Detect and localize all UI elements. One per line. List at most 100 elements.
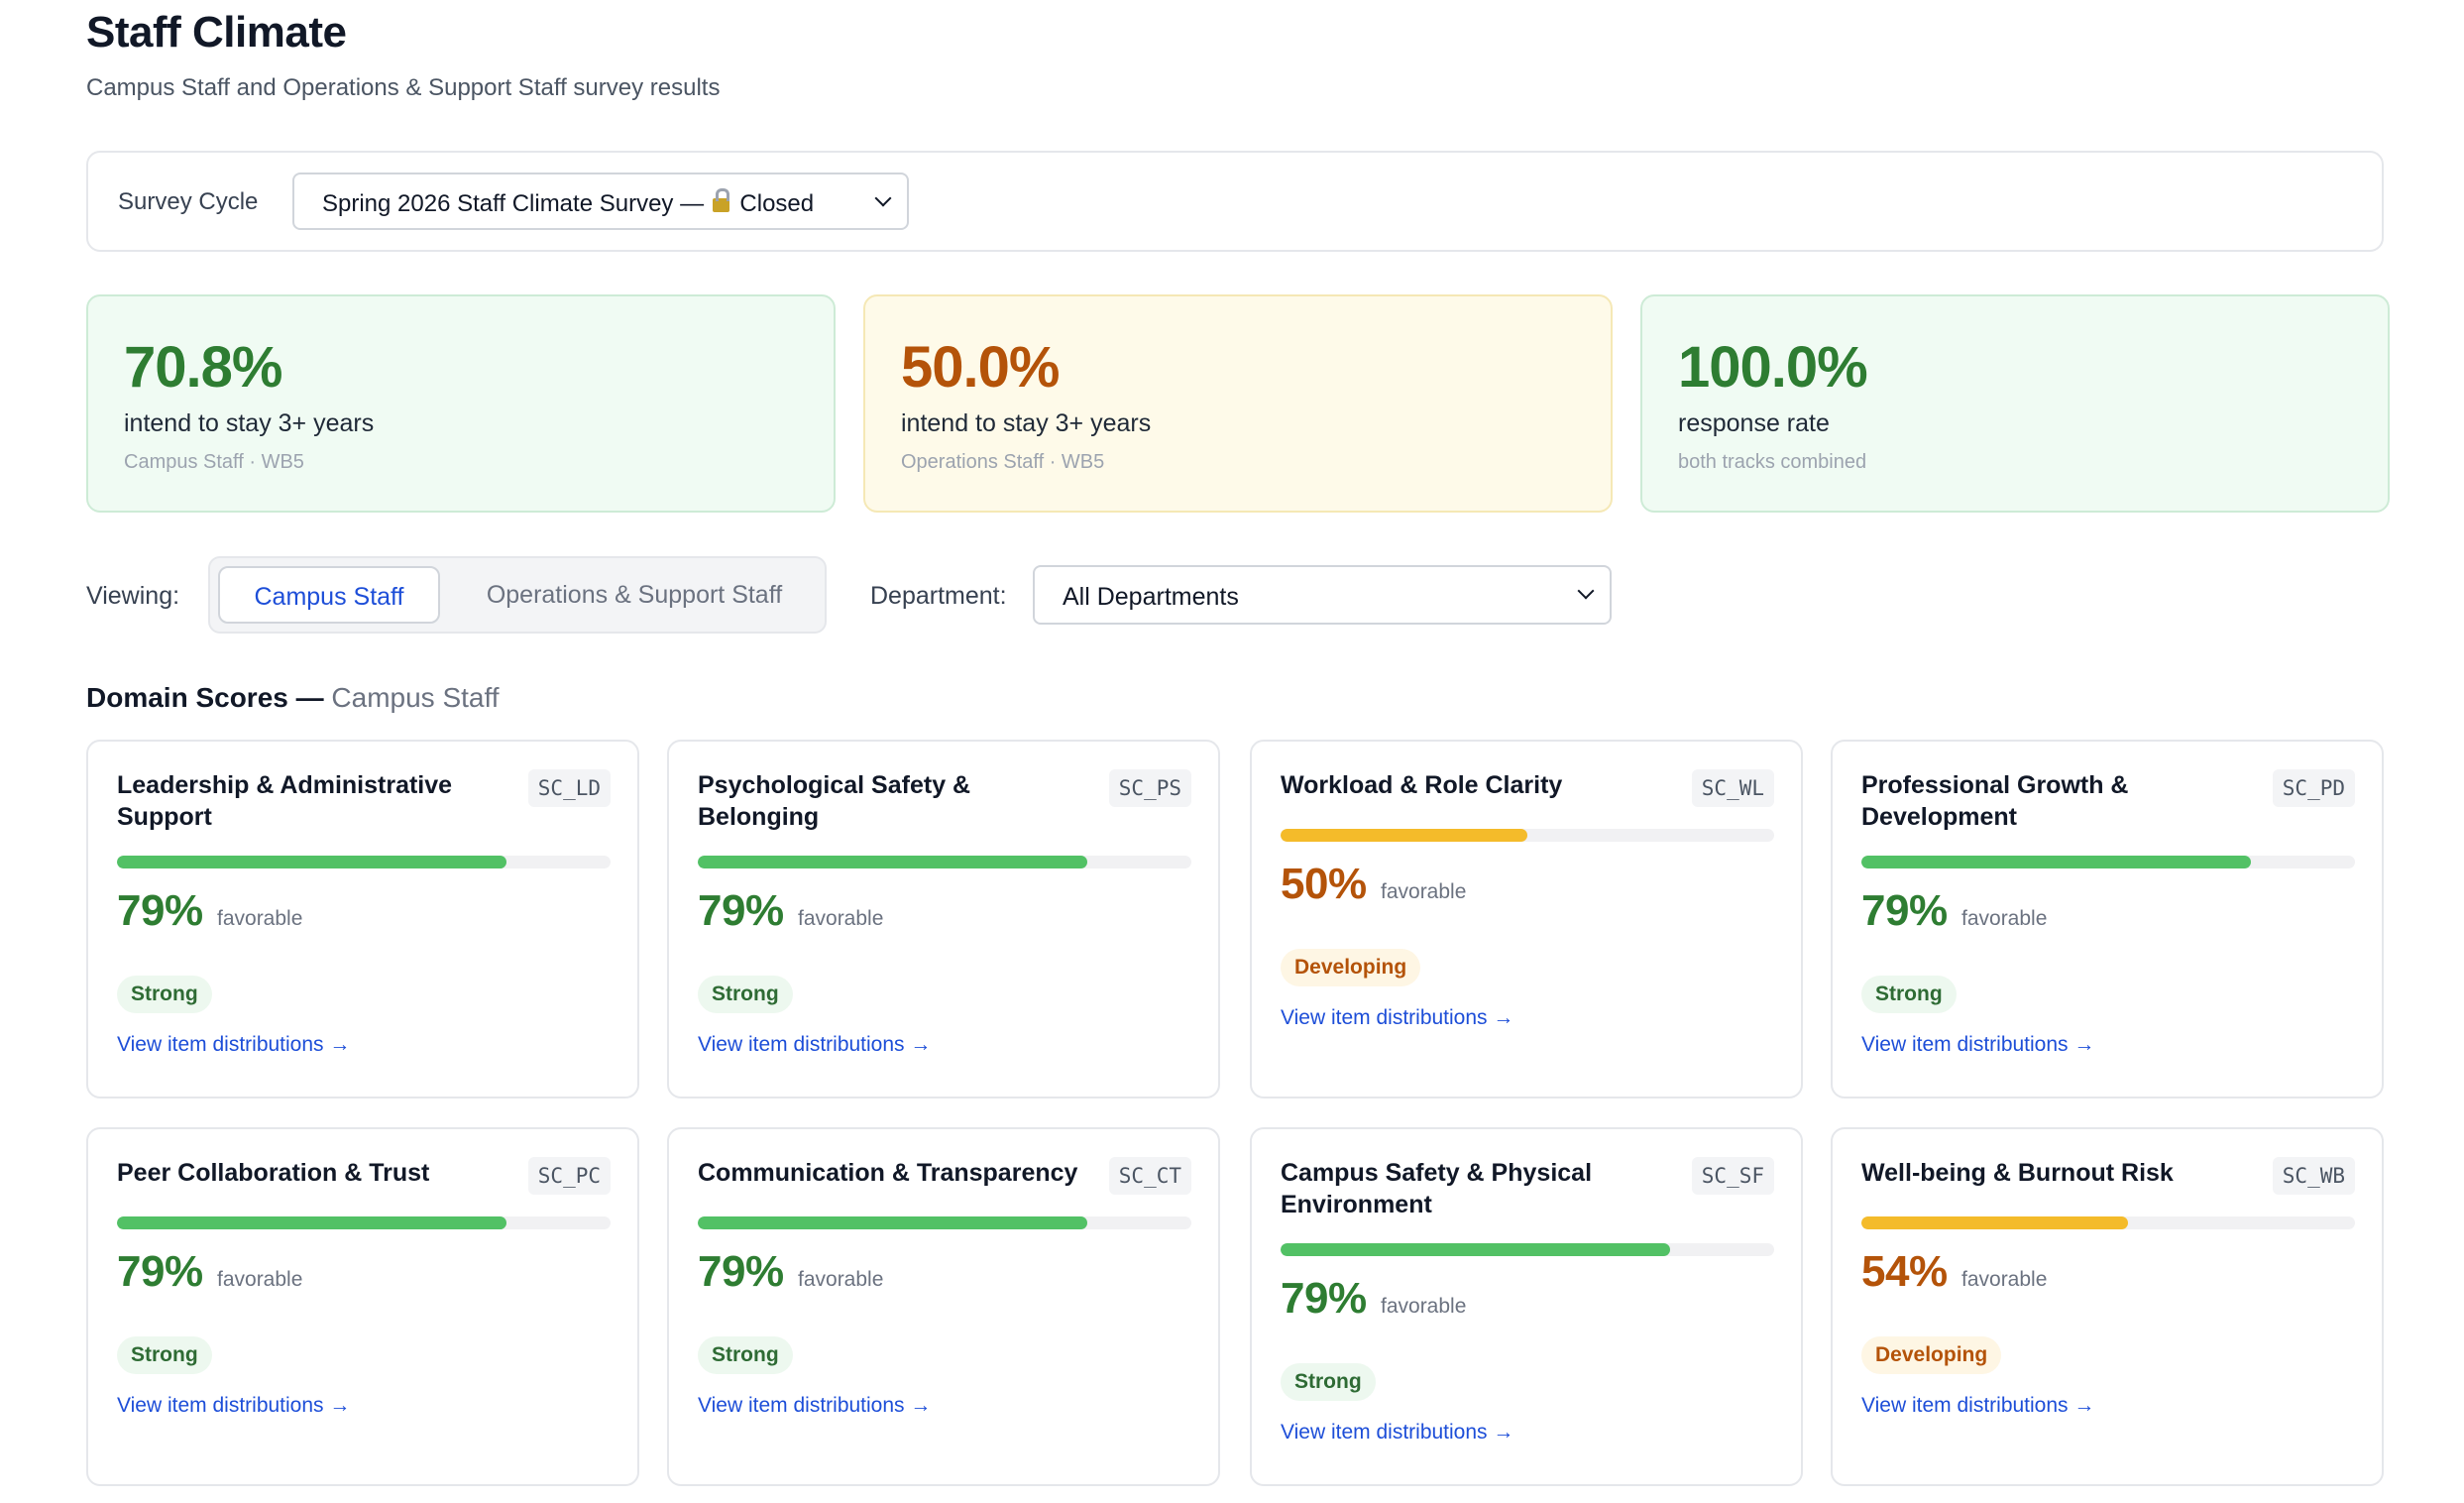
score-bar-fill xyxy=(1281,829,1527,842)
score-bar xyxy=(1861,1216,2355,1229)
view-item-distributions-link[interactable]: View item distributions → xyxy=(117,1033,351,1056)
domain-percent: 54% xyxy=(1861,1247,1948,1296)
page-title: Staff Climate xyxy=(86,8,347,57)
status-badge: Strong xyxy=(1861,976,1957,1013)
domain-card-psychological-safety: Psychological Safety & Belonging SC_PS 7… xyxy=(667,740,1220,1098)
score-bar-fill xyxy=(117,856,507,868)
score-bar-fill xyxy=(698,856,1088,868)
domain-card-well-being: Well-being & Burnout Risk SC_WB 54% favo… xyxy=(1831,1127,2384,1486)
favorable-label: favorable xyxy=(1381,1295,1467,1318)
page-subtitle: Campus Staff and Operations & Support St… xyxy=(86,74,721,101)
stat-sub: Campus Staff · WB5 xyxy=(124,451,304,473)
favorable-label: favorable xyxy=(1381,880,1467,903)
view-item-distributions-link[interactable]: View item distributions → xyxy=(1281,1006,1514,1029)
favorable-label: favorable xyxy=(798,907,884,930)
domain-title: Peer Collaboration & Trust xyxy=(117,1159,430,1187)
favorable-label: favorable xyxy=(217,1268,303,1291)
status-badge: Developing xyxy=(1281,949,1421,986)
domain-title: Communication & Transparency xyxy=(698,1159,1078,1187)
score-bar-fill xyxy=(1281,1243,1671,1256)
view-item-distributions-link[interactable]: View item distributions → xyxy=(1861,1033,2095,1056)
favorable-label: favorable xyxy=(217,907,303,930)
status-badge: Strong xyxy=(117,976,212,1013)
favorable-label: favorable xyxy=(1961,1268,2048,1291)
domain-code: SC_PS xyxy=(1108,769,1191,807)
view-item-distributions-link[interactable]: View item distributions → xyxy=(698,1394,932,1417)
domain-code: SC_SF xyxy=(1691,1157,1774,1195)
status-badge: Developing xyxy=(1861,1336,2002,1374)
domain-card-campus-safety: Campus Safety & Physical Environment SC_… xyxy=(1250,1127,1803,1486)
domain-card-peer-collaboration: Peer Collaboration & Trust SC_PC 79% fav… xyxy=(86,1127,639,1486)
domain-code: SC_WB xyxy=(2272,1157,2355,1195)
domain-percent: 79% xyxy=(117,1247,203,1296)
section-track: Campus Staff xyxy=(331,682,500,713)
survey-cycle-name: Spring 2026 Staff Climate Survey — xyxy=(322,190,711,217)
stat-sub: Operations Staff · WB5 xyxy=(901,451,1105,473)
score-bar xyxy=(1861,856,2355,868)
stat-label: intend to stay 3+ years xyxy=(124,409,375,437)
score-bar xyxy=(117,1216,611,1229)
favorable-label: favorable xyxy=(1961,907,2048,930)
domain-title: Workload & Role Clarity xyxy=(1281,771,1563,799)
survey-cycle-value: Spring 2026 Staff Climate Survey — Close… xyxy=(322,188,815,218)
score-bar xyxy=(1281,829,1774,842)
score-bar xyxy=(117,856,611,868)
survey-cycle-label: Survey Cycle xyxy=(118,188,259,215)
status-badge: Strong xyxy=(117,1336,212,1374)
domain-code: SC_WL xyxy=(1691,769,1774,807)
domain-title: Psychological Safety & Belonging xyxy=(698,771,971,831)
domain-code: SC_LD xyxy=(527,769,611,807)
domain-title: Campus Safety & Physical Environment xyxy=(1281,1159,1593,1218)
stat-sub: both tracks combined xyxy=(1678,451,1867,473)
department-label: Department: xyxy=(870,582,1007,610)
score-bar-fill xyxy=(1861,1216,2128,1229)
chevron-down-icon xyxy=(874,189,892,207)
survey-cycle-card: Survey Cycle Spring 2026 Staff Climate S… xyxy=(86,151,2384,252)
favorable-label: favorable xyxy=(798,1268,884,1291)
view-item-distributions-link[interactable]: View item distributions → xyxy=(117,1394,351,1417)
section-title: Domain Scores — Campus Staff xyxy=(86,682,500,714)
view-item-distributions-link[interactable]: View item distributions → xyxy=(1281,1421,1514,1444)
lock-icon xyxy=(712,188,729,212)
domain-title: Well-being & Burnout Risk xyxy=(1861,1159,2174,1187)
stat-value: 100.0% xyxy=(1678,335,1868,400)
stat-label: response rate xyxy=(1678,409,1830,437)
score-bar-fill xyxy=(698,1216,1088,1229)
chevron-down-icon xyxy=(1577,582,1595,600)
domain-card-leadership: Leadership & Administrative Support SC_L… xyxy=(86,740,639,1098)
domain-percent: 50% xyxy=(1281,860,1367,908)
view-item-distributions-link[interactable]: View item distributions → xyxy=(698,1033,932,1056)
viewing-label: Viewing: xyxy=(86,582,180,610)
survey-cycle-status: Closed xyxy=(739,190,815,217)
stat-card-operations-retention: 50.0% intend to stay 3+ years Operations… xyxy=(863,294,1613,513)
score-bar-fill xyxy=(1861,856,2252,868)
tab-operations-support-staff[interactable]: Operations & Support Staff xyxy=(486,581,783,609)
stat-card-response-rate: 100.0% response rate both tracks combine… xyxy=(1640,294,2390,513)
stat-value: 70.8% xyxy=(124,335,282,400)
domain-percent: 79% xyxy=(1281,1274,1367,1323)
score-bar xyxy=(1281,1243,1774,1256)
score-bar xyxy=(698,1216,1191,1229)
domain-percent: 79% xyxy=(698,1247,784,1296)
score-bar-fill xyxy=(117,1216,507,1229)
stat-label: intend to stay 3+ years xyxy=(901,409,1152,437)
domain-percent: 79% xyxy=(1861,886,1948,935)
department-select[interactable]: All Departments xyxy=(1033,565,1612,625)
tab-campus-staff[interactable]: Campus Staff xyxy=(218,566,440,624)
status-badge: Strong xyxy=(698,1336,793,1374)
domain-percent: 79% xyxy=(117,886,203,935)
domain-card-communication: Communication & Transparency SC_CT 79% f… xyxy=(667,1127,1220,1486)
track-toggle: Campus Staff Operations & Support Staff xyxy=(208,556,827,634)
survey-cycle-select[interactable]: Spring 2026 Staff Climate Survey — Close… xyxy=(292,173,909,230)
domain-percent: 79% xyxy=(698,886,784,935)
score-bar xyxy=(698,856,1191,868)
department-value: All Departments xyxy=(1063,583,1239,611)
domain-card-workload: Workload & Role Clarity SC_WL 50% favora… xyxy=(1250,740,1803,1098)
domain-title: Leadership & Administrative Support xyxy=(117,771,453,831)
domain-code: SC_CT xyxy=(1108,1157,1191,1195)
stat-card-campus-retention: 70.8% intend to stay 3+ years Campus Sta… xyxy=(86,294,836,513)
view-item-distributions-link[interactable]: View item distributions → xyxy=(1861,1394,2095,1417)
section-title-text: Domain Scores — xyxy=(86,682,332,713)
domain-code: SC_PC xyxy=(527,1157,611,1195)
stat-value: 50.0% xyxy=(901,335,1060,400)
